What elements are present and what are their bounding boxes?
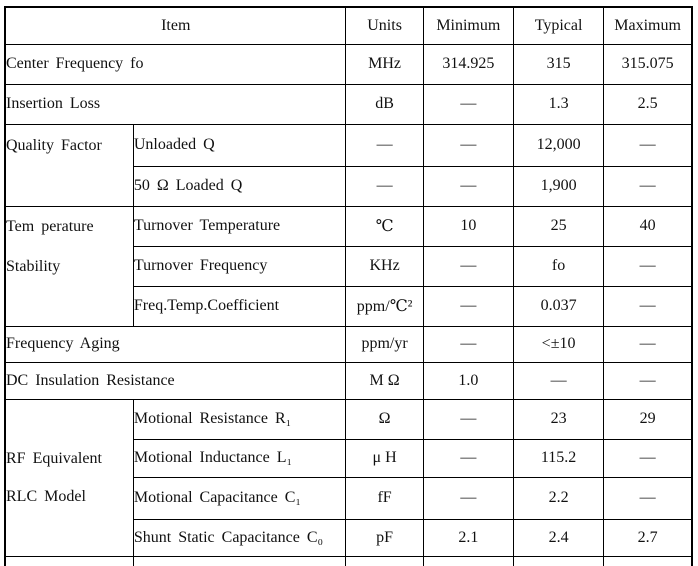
- spec-table: Item Units Minimum Typical Maximum Cente…: [4, 6, 693, 566]
- cell-maximum: —: [603, 165, 693, 207]
- cell-maximum: —: [603, 325, 693, 363]
- cell-maximum: —: [603, 285, 693, 327]
- cell-minimum: —: [422, 438, 514, 478]
- table-row-turnover-frequency: Turnover Frequency KHz — fo —: [5, 245, 693, 287]
- cell-item: Insertion Loss: [4, 83, 347, 125]
- table-row-motional-resistance: RF Equivalent RLC Model Motional Resista…: [4, 398, 693, 557]
- cell-item: 50 Ω Loaded Q: [132, 165, 347, 207]
- table-row-shunt-static-capacitance: Shunt Static Capacitance C₀ pF 2.1 2.4 2…: [5, 518, 693, 557]
- cell-units: dB: [345, 83, 424, 125]
- cell-maximum: 2.5: [603, 83, 693, 125]
- cell-item: Motional Resistance R₁: [132, 398, 347, 440]
- cell-units: ppm/℃²: [345, 285, 424, 327]
- table-row-clipped: [4, 555, 693, 566]
- col-header-maximum: Maximum: [603, 6, 693, 45]
- cell-empty: [132, 555, 347, 566]
- table-row-center-frequency: Center Frequency fo MHz 314.925 315 315.…: [4, 43, 693, 85]
- cell-typical: 1.3: [512, 83, 605, 125]
- cell-empty: [512, 555, 605, 566]
- cell-item: Unloaded Q: [132, 123, 347, 167]
- cell-typical: 115.2: [512, 438, 605, 478]
- table-row-insertion-loss: Insertion Loss dB — 1.3 2.5: [4, 83, 693, 125]
- cell-typical: 2.4: [512, 518, 605, 557]
- header-row: Item Units Minimum Typical Maximum: [4, 6, 693, 45]
- cell-item: DC Insulation Resistance: [4, 361, 347, 400]
- cell-typical: 25: [512, 205, 605, 247]
- group-cell-quality-factor: Quality Factor: [4, 123, 134, 207]
- cell-units: fF: [345, 476, 424, 520]
- cell-units: —: [345, 165, 424, 207]
- cell-typical: 23: [512, 398, 605, 440]
- cell-typical: 12,000: [512, 123, 605, 167]
- cell-typical: 2.2: [512, 476, 605, 520]
- cell-maximum: 2.7: [603, 518, 693, 557]
- cell-units: pF: [345, 518, 424, 557]
- cell-maximum: —: [603, 123, 693, 167]
- cell-units: ℃: [345, 205, 424, 247]
- cell-maximum: 29: [603, 398, 693, 440]
- table-row-turnover-temperature: Tem perature Stability Turnover Temperat…: [4, 205, 693, 327]
- col-header-units: Units: [345, 6, 424, 45]
- cell-maximum: —: [603, 245, 693, 287]
- cell-minimum: —: [422, 285, 514, 327]
- cell-units: ppm/yr: [345, 325, 424, 363]
- cell-item: Motional Inductance L₁: [132, 438, 347, 478]
- table-row-motional-inductance: Motional Inductance L₁ μ H — 115.2 —: [5, 438, 693, 478]
- cell-typical: 0.037: [512, 285, 605, 327]
- cell-minimum: —: [422, 476, 514, 520]
- cell-minimum: —: [422, 245, 514, 287]
- cell-typical: 1,900: [512, 165, 605, 207]
- cell-units: μ H: [345, 438, 424, 478]
- cell-minimum: —: [422, 83, 514, 125]
- cell-minimum: —: [422, 398, 514, 440]
- cell-units: KHz: [345, 245, 424, 287]
- cell-typical: —: [512, 361, 605, 400]
- col-header-item: Item: [4, 6, 347, 45]
- table-row-unloaded-q: Quality Factor Unloaded Q — — 12,000 —: [4, 123, 693, 207]
- cell-empty: [603, 555, 693, 566]
- cell-item: Turnover Temperature: [132, 205, 347, 247]
- cell-minimum: 314.925: [422, 43, 514, 85]
- col-header-minimum: Minimum: [422, 6, 514, 45]
- cell-units: —: [345, 123, 424, 167]
- table-row-motional-capacitance: Motional Capacitance C₁ fF — 2.2 —: [5, 476, 693, 520]
- col-header-typical: Typical: [512, 6, 605, 45]
- group-cell-rf-equivalent-rlc-model: RF Equivalent RLC Model: [4, 398, 134, 557]
- table-row-frequency-aging: Frequency Aging ppm/yr — <±10 —: [4, 325, 693, 363]
- cell-empty: [4, 555, 134, 566]
- cell-item: Freq.Temp.Coefficient: [132, 285, 347, 327]
- cell-typical: <±10: [512, 325, 605, 363]
- cell-maximum: 315.075: [603, 43, 693, 85]
- cell-maximum: 40: [603, 205, 693, 247]
- cell-units: MHz: [345, 43, 424, 85]
- cell-minimum: 10: [422, 205, 514, 247]
- cell-minimum: —: [422, 325, 514, 363]
- group-cell-temperature-stability: Tem perature Stability: [4, 205, 134, 327]
- cell-units: Ω: [345, 398, 424, 440]
- cell-minimum: —: [422, 165, 514, 207]
- cell-minimum: 1.0: [422, 361, 514, 400]
- table-row-freq-temp-coefficient: Freq.Temp.Coefficient ppm/℃² — 0.037 —: [5, 285, 693, 327]
- cell-empty: [422, 555, 514, 566]
- cell-item: Center Frequency fo: [4, 43, 347, 85]
- table-row-loaded-q: 50 Ω Loaded Q — — 1,900 —: [5, 165, 693, 207]
- cell-minimum: 2.1: [422, 518, 514, 557]
- cell-maximum: —: [603, 361, 693, 400]
- cell-item: Turnover Frequency: [132, 245, 347, 287]
- cell-units: M Ω: [345, 361, 424, 400]
- cell-item: Frequency Aging: [4, 325, 347, 363]
- cell-empty: [345, 555, 424, 566]
- table-row-dc-insulation-resistance: DC Insulation Resistance M Ω 1.0 — —: [4, 361, 693, 400]
- cell-maximum: —: [603, 476, 693, 520]
- cell-item: Motional Capacitance C₁: [132, 476, 347, 520]
- cell-typical: 315: [512, 43, 605, 85]
- cell-item: Shunt Static Capacitance C₀: [132, 518, 347, 557]
- cell-maximum: —: [603, 438, 693, 478]
- cell-typical: fo: [512, 245, 605, 287]
- cell-minimum: —: [422, 123, 514, 167]
